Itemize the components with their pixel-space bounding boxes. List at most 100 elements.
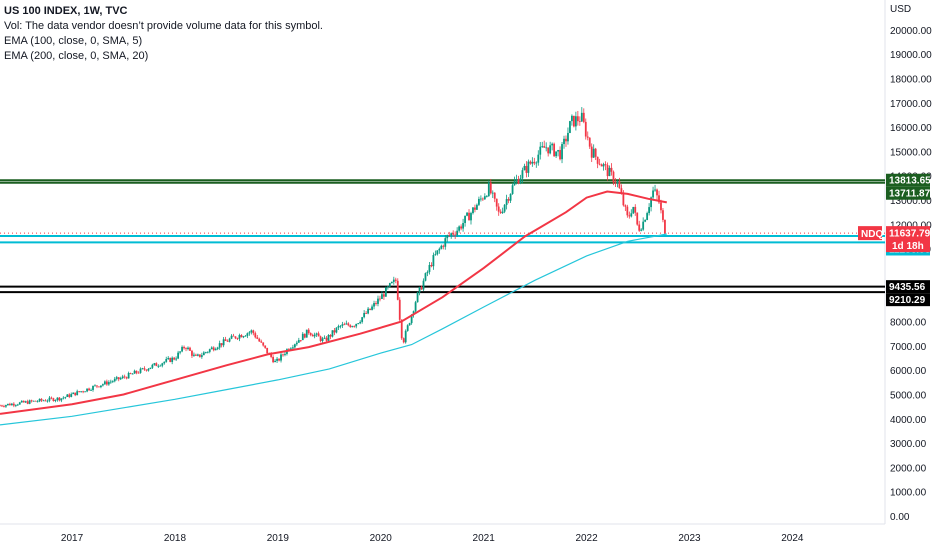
candle-body — [76, 391, 79, 396]
candle-body — [94, 385, 96, 387]
candle-body — [321, 338, 324, 342]
last-price-tag-text: 11637.79 — [889, 229, 931, 240]
candle-body — [48, 397, 51, 401]
candle-body — [179, 351, 181, 353]
candle-body — [531, 161, 534, 164]
candle-body — [519, 178, 522, 184]
symbol-title: US 100 INDEX, 1W, TVC — [4, 5, 128, 17]
candle-body — [578, 121, 581, 122]
candle-body — [497, 206, 500, 212]
candle-body — [149, 367, 152, 369]
candle-body — [628, 215, 631, 217]
candle-body — [507, 199, 510, 201]
candle-body — [30, 400, 33, 402]
candle-body — [545, 147, 548, 149]
candle-body — [462, 223, 464, 229]
x-tick-label: 2017 — [61, 533, 84, 544]
candle-body — [38, 398, 41, 402]
candle-body — [290, 348, 292, 351]
candle-body — [175, 358, 178, 360]
candle-body — [563, 138, 565, 145]
candle-body — [88, 388, 90, 391]
candle-body — [513, 181, 516, 186]
candle-body — [588, 137, 591, 147]
candle-body — [622, 193, 625, 206]
candle-body — [210, 347, 213, 350]
candle-body — [195, 354, 197, 356]
candle-body — [86, 388, 88, 392]
candle-body — [84, 391, 86, 393]
candle-body — [515, 179, 518, 182]
candle-body — [159, 365, 162, 367]
candle-body — [311, 334, 314, 337]
candle-body — [32, 400, 35, 402]
candle-body — [200, 355, 203, 357]
x-tick-label: 2024 — [781, 533, 804, 544]
candle-body — [173, 357, 176, 360]
candle-body — [331, 330, 334, 337]
candle-body — [600, 164, 603, 167]
candle-body — [654, 189, 656, 191]
candle-body — [388, 283, 391, 287]
candle-body — [264, 345, 267, 348]
candle-body — [198, 354, 201, 357]
candle-body — [56, 397, 59, 401]
candle-body — [127, 373, 130, 379]
candle-body — [325, 337, 328, 341]
candle-body — [557, 150, 559, 152]
candle-body — [521, 170, 524, 179]
candle-body — [323, 337, 326, 339]
candle-body — [561, 144, 563, 160]
candle-body — [82, 391, 85, 393]
candle-body — [446, 235, 449, 239]
candle-body — [280, 354, 282, 361]
candle-body — [586, 136, 589, 138]
candle-body — [46, 400, 49, 402]
candle-body — [78, 391, 81, 393]
candle-body — [254, 333, 257, 338]
candle-body — [351, 326, 354, 328]
candle-body — [284, 353, 286, 355]
candle-body — [64, 396, 67, 398]
candle-body — [50, 397, 53, 399]
candle-body — [1, 405, 3, 407]
candle-body — [576, 116, 579, 122]
candle-body — [361, 317, 364, 322]
candle-body — [656, 189, 658, 196]
candle-body — [72, 392, 75, 395]
candle-body — [270, 353, 273, 357]
candle-body — [105, 381, 108, 385]
candle-body — [191, 350, 193, 356]
candle-body — [238, 335, 241, 339]
candle-body — [157, 365, 160, 367]
y-tick-label: 13000.00 — [890, 196, 932, 207]
candle-body — [640, 229, 643, 231]
candle-body — [650, 197, 652, 208]
candle-body — [196, 354, 199, 356]
y-tick-label: 4000.00 — [890, 415, 927, 426]
candle-body — [398, 299, 401, 320]
candle-body — [359, 321, 362, 324]
candle-body — [212, 347, 215, 351]
candle-body — [141, 368, 144, 370]
candle-body — [365, 312, 368, 314]
candle-body — [295, 342, 298, 345]
candle-body — [592, 148, 595, 158]
candle-body — [590, 146, 593, 158]
candle-body — [377, 298, 379, 304]
candle-body — [246, 333, 249, 336]
candle-body — [181, 346, 183, 352]
candle-body — [385, 287, 387, 297]
y-tick-label: 12000.00 — [890, 220, 932, 231]
y-tick-label: 20000.00 — [890, 26, 932, 37]
candle-body — [36, 401, 39, 403]
candle-body — [505, 199, 508, 205]
candle-body — [646, 213, 649, 220]
candle-body — [644, 219, 647, 222]
candle-body — [612, 171, 615, 183]
candle-body — [444, 238, 447, 247]
candle-body — [466, 212, 468, 216]
candle-body — [418, 286, 421, 293]
candle-body — [400, 319, 403, 339]
